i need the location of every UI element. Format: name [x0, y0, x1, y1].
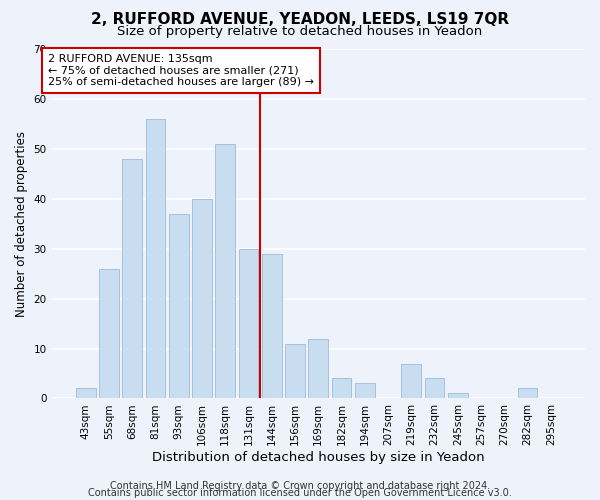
Bar — [448, 394, 468, 398]
X-axis label: Distribution of detached houses by size in Yeadon: Distribution of detached houses by size … — [152, 451, 485, 464]
Bar — [308, 338, 328, 398]
Bar — [285, 344, 305, 398]
Text: 2 RUFFORD AVENUE: 135sqm
← 75% of detached houses are smaller (271)
25% of semi-: 2 RUFFORD AVENUE: 135sqm ← 75% of detach… — [48, 54, 314, 87]
Y-axis label: Number of detached properties: Number of detached properties — [15, 130, 28, 316]
Bar — [122, 159, 142, 398]
Bar — [146, 119, 166, 398]
Bar — [401, 364, 421, 398]
Bar — [169, 214, 188, 398]
Text: Size of property relative to detached houses in Yeadon: Size of property relative to detached ho… — [118, 25, 482, 38]
Bar — [99, 268, 119, 398]
Bar — [425, 378, 445, 398]
Text: 2, RUFFORD AVENUE, YEADON, LEEDS, LS19 7QR: 2, RUFFORD AVENUE, YEADON, LEEDS, LS19 7… — [91, 12, 509, 28]
Bar — [262, 254, 281, 398]
Bar — [239, 248, 259, 398]
Text: Contains HM Land Registry data © Crown copyright and database right 2024.: Contains HM Land Registry data © Crown c… — [110, 481, 490, 491]
Text: Contains public sector information licensed under the Open Government Licence v3: Contains public sector information licen… — [88, 488, 512, 498]
Bar — [76, 388, 95, 398]
Bar — [215, 144, 235, 399]
Bar — [332, 378, 352, 398]
Bar — [192, 199, 212, 398]
Bar — [355, 384, 374, 398]
Bar — [518, 388, 538, 398]
